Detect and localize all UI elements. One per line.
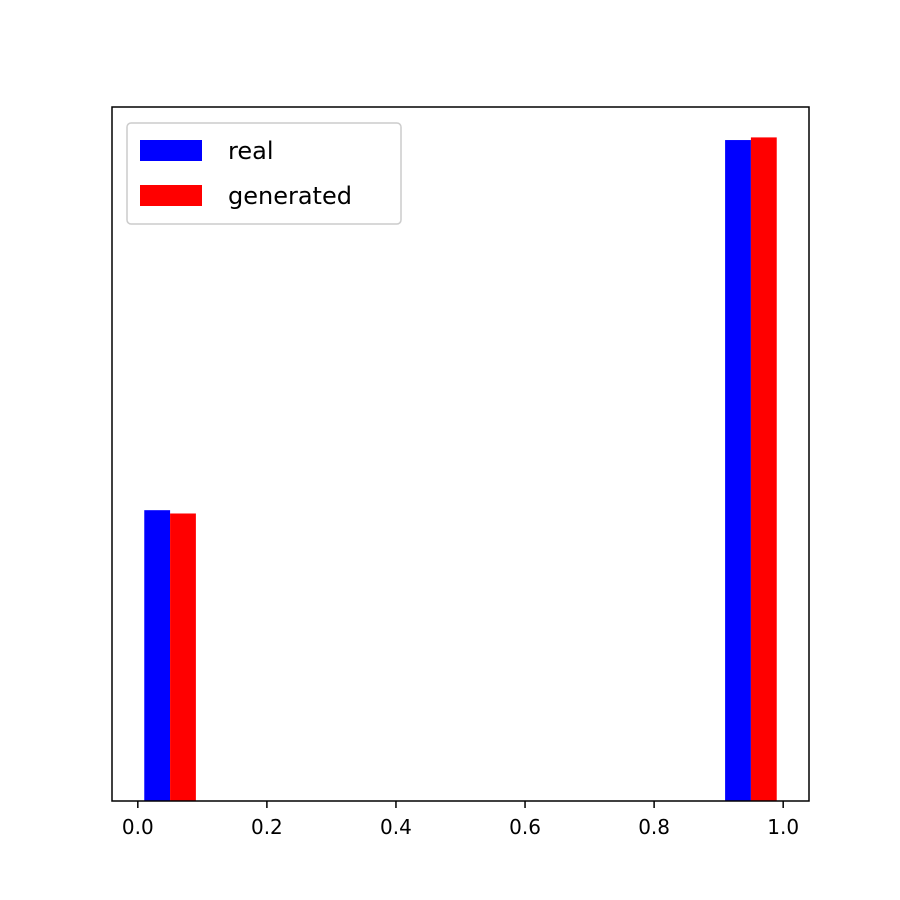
x-tick-label: 0.4 bbox=[380, 815, 412, 839]
bars-layer bbox=[144, 137, 777, 802]
x-tick-label: 0.2 bbox=[251, 815, 283, 839]
bar-real-0 bbox=[144, 510, 171, 801]
legend-label-real: real bbox=[228, 137, 273, 165]
x-axis: 0.0 0.2 0.4 0.6 0.8 1.0 bbox=[122, 801, 799, 839]
plot-frame bbox=[111, 106, 810, 802]
x-tick-label: 0.0 bbox=[122, 815, 154, 839]
legend-swatch-generated bbox=[140, 185, 202, 206]
x-tick-label: 0.8 bbox=[638, 815, 670, 839]
bar-real-1 bbox=[725, 140, 751, 802]
x-tick-label: 0.6 bbox=[509, 815, 541, 839]
legend: real generated bbox=[126, 122, 402, 225]
bar-generated-1 bbox=[750, 137, 777, 801]
legend-swatch-real bbox=[140, 140, 202, 161]
bar-generated-0 bbox=[170, 513, 196, 801]
x-tick-label: 1.0 bbox=[767, 815, 799, 839]
legend-label-generated: generated bbox=[228, 182, 352, 210]
